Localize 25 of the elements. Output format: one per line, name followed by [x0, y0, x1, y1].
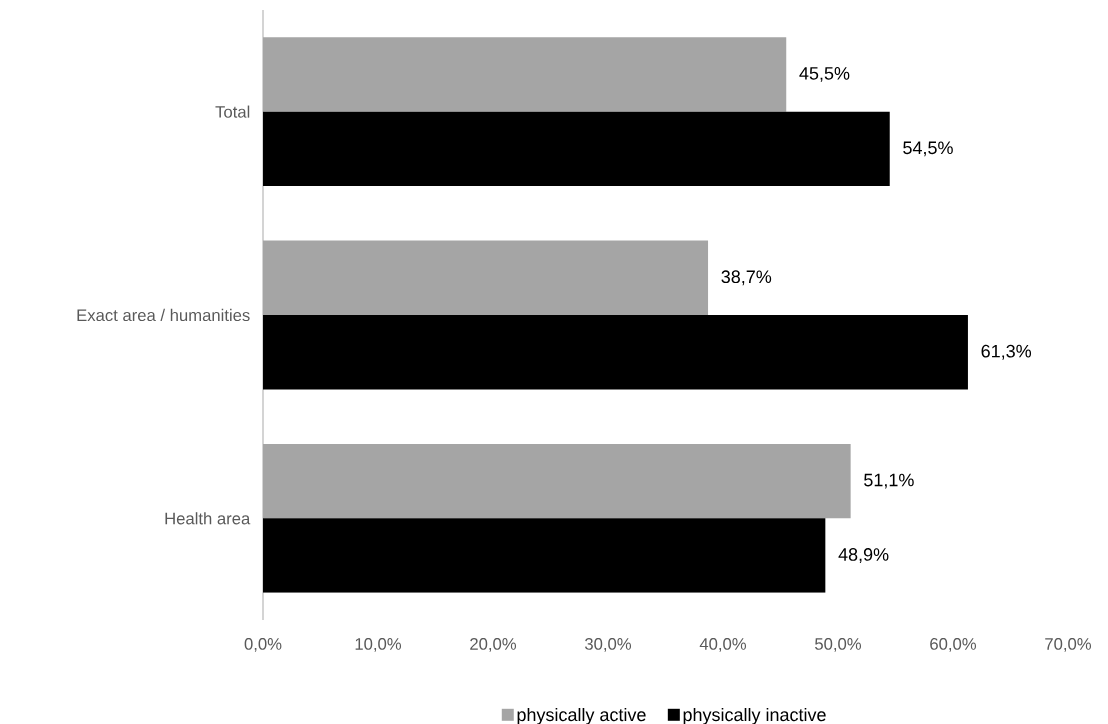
y-tick-label: Health area — [165, 512, 251, 525]
x-tick-label: 20,0% — [470, 638, 517, 652]
data-label: 51,1% — [864, 473, 914, 489]
data-label: 45,5% — [799, 67, 850, 82]
bar — [263, 315, 968, 390]
bar — [263, 518, 826, 593]
x-tick-label: 10,0% — [355, 638, 402, 652]
bar — [263, 111, 890, 187]
x-tick-label: 40,0% — [699, 638, 747, 652]
data-label: 38,7% — [721, 270, 772, 286]
x-tick-label: 60,0% — [930, 638, 977, 652]
data-label: 61,3% — [981, 344, 1032, 360]
bar — [263, 37, 787, 112]
data-label: 54,5% — [903, 141, 953, 157]
x-tick-label: 70,0% — [1045, 638, 1092, 652]
y-tick-label: Exact area / humanities — [77, 308, 250, 322]
data-label: 48,9% — [838, 548, 889, 563]
legend-label: physically active — [517, 707, 646, 724]
x-tick-label: 0,0% — [244, 638, 282, 652]
y-tick-label: Total — [215, 105, 250, 118]
bar — [263, 443, 851, 519]
x-tick-label: 50,0% — [815, 638, 862, 652]
x-tick-label: 30,0% — [584, 638, 632, 652]
bar — [263, 240, 709, 315]
legend-label: physically inactive — [683, 707, 826, 724]
